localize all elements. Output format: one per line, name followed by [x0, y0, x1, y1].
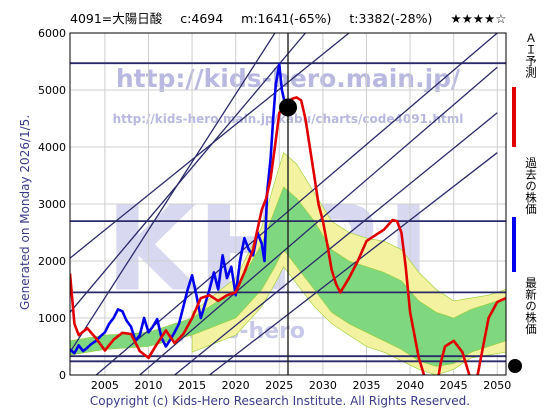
x-tick-label: 2050	[483, 379, 511, 392]
trend-line	[174, 112, 498, 375]
y-tick-label: 1000	[38, 312, 66, 325]
legend-ai-swatch	[512, 87, 516, 147]
trend-line	[95, 33, 498, 375]
legend-ai-label: ＡＩ予測	[524, 32, 538, 78]
ai-forecast-line	[70, 96, 506, 375]
trend-line	[139, 66, 498, 375]
generated-label: Generated on Monday 2026/1/5.	[18, 114, 32, 310]
x-tick-label: 2030	[309, 379, 337, 392]
y-tick-label: 6000	[38, 27, 66, 40]
stock-code-name: 4091=大陽日酸	[70, 11, 163, 26]
trend-line	[209, 152, 498, 375]
legend-past-swatch	[512, 217, 516, 272]
legend-ai: ＡＩ予測	[508, 32, 546, 152]
legend-past: 過去の株価	[508, 157, 546, 272]
legend-past-label: 過去の株価	[524, 157, 538, 215]
x-tick-label: 2020	[222, 379, 250, 392]
target-price: t:3382(-28%)	[349, 11, 433, 26]
y-tick-label: 3000	[38, 198, 66, 211]
chart-legend: ＡＩ予測 過去の株価 最新の株価	[508, 32, 546, 382]
x-tick-label: 2015	[178, 379, 206, 392]
chart-header: 4091=大陽日酸 c:4694 m:1641(-65%) t:3382(-28…	[70, 8, 520, 26]
y-tick-label: 5000	[38, 84, 66, 97]
legend-latest-label: 最新の株価	[524, 277, 538, 335]
trend-line	[70, 33, 276, 353]
x-tick-label: 2010	[134, 379, 162, 392]
plot-frame	[69, 32, 507, 376]
y-tick-label: 2000	[38, 255, 66, 268]
trend-line	[70, 33, 306, 313]
trend-line	[70, 33, 350, 259]
past-price-line	[70, 63, 290, 355]
current-price-marker	[279, 98, 297, 117]
x-tick-label: 2025	[265, 379, 293, 392]
legend-latest: 最新の株価	[508, 277, 546, 387]
current-price: c:4694	[180, 11, 224, 26]
y-tick-label: 0	[59, 369, 66, 382]
legend-latest-swatch	[508, 359, 522, 373]
x-tick-label: 2045	[440, 379, 468, 392]
x-tick-label: 2005	[91, 379, 119, 392]
min-price: m:1641(-65%)	[241, 11, 332, 26]
star-rating: ★★★★☆	[450, 11, 507, 26]
x-tick-label: 2035	[352, 379, 380, 392]
plot-content: http://kids-hero.main.jp/http://kids-her…	[70, 33, 506, 375]
green-forecast-band	[70, 186, 506, 367]
x-tick-label: 2040	[396, 379, 424, 392]
y-tick-label: 4000	[38, 141, 66, 154]
copyright: Copyright (c) Kids-Hero Research Institu…	[89, 394, 471, 408]
